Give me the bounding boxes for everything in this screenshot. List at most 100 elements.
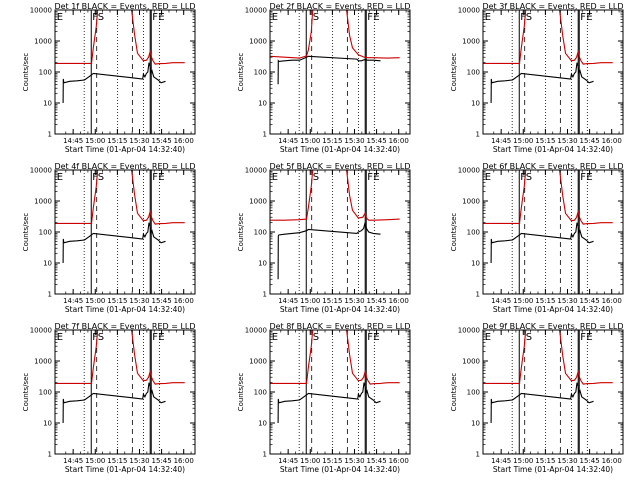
event-marker-E: E: [485, 172, 491, 183]
y-tick-label: 1: [476, 451, 480, 459]
x-tick-label: 15:15: [322, 457, 342, 465]
y-tick-label: 10000: [245, 167, 267, 175]
y-tick-label: 100: [467, 389, 480, 397]
chart-title: Det 9f BLACK = Events, RED = LLD: [482, 322, 623, 331]
x-tick-label: 14:45: [278, 137, 298, 145]
event-marker-E: E: [373, 12, 379, 23]
y-tick-label: 1: [48, 291, 52, 299]
series-events-line: [490, 222, 594, 264]
x-axis-label: Start Time (01-Apr-04 14:32:40): [65, 305, 185, 314]
y-axis-label: Counts/sec: [450, 373, 458, 412]
event-marker-S: S: [98, 12, 104, 23]
x-axis-label: Start Time (01-Apr-04 14:32:40): [65, 465, 185, 474]
y-tick-label: 10: [471, 100, 480, 108]
x-tick-label: 16:00: [174, 137, 194, 145]
x-tick-label: 15:15: [535, 137, 555, 145]
event-marker-S: S: [313, 172, 319, 183]
x-axis-label: Start Time (01-Apr-04 14:32:40): [493, 305, 613, 314]
x-tick-label: 15:00: [513, 297, 533, 305]
y-tick-label: 10: [258, 420, 267, 428]
event-marker-E: E: [373, 172, 379, 183]
y-tick-label: 1000: [462, 38, 480, 46]
x-tick-label: 15:15: [322, 297, 342, 305]
y-axis-label: Counts/sec: [450, 213, 458, 252]
chart-title: Det 7f BLACK = Events, RED = LLD: [54, 322, 195, 331]
event-marker-E: E: [158, 172, 164, 183]
series-lld-line: [483, 9, 613, 65]
y-tick-label: 100: [254, 389, 267, 397]
x-tick-label: 16:00: [389, 137, 409, 145]
x-tick-label: 16:00: [174, 457, 194, 465]
x-tick-label: 16:00: [602, 297, 622, 305]
x-tick-label: 15:00: [85, 137, 105, 145]
series-events-line: [277, 382, 381, 424]
x-tick-label: 14:45: [491, 137, 511, 145]
y-tick-label: 100: [467, 69, 480, 77]
x-axis-label: Start Time (01-Apr-04 14:32:40): [65, 145, 185, 154]
event-marker-F: F: [580, 172, 586, 183]
y-tick-label: 10000: [458, 327, 480, 335]
chart-title: Det 6f BLACK = Events, RED = LLD: [482, 162, 623, 171]
y-axis-label: Counts/sec: [22, 53, 30, 92]
event-marker-F: F: [520, 12, 526, 23]
y-tick-label: 10: [258, 260, 267, 268]
chart-panel-9: Det 9f BLACK = Events, RED = LLD 1 10 100 10…: [450, 322, 624, 474]
y-tick-label: 10: [258, 100, 267, 108]
x-tick-label: 16:00: [602, 457, 622, 465]
x-tick-label: 15:45: [579, 457, 599, 465]
series-events-line: [277, 55, 381, 85]
x-tick-label: 15:00: [85, 457, 105, 465]
chart-panel-8: Det 8f BLACK = Events, RED = LLD 1 10 100 10…: [237, 322, 411, 474]
series-events-line: [62, 382, 166, 424]
event-marker-S: S: [526, 172, 532, 183]
series-events-line: [490, 62, 594, 104]
series-events-line: [490, 382, 594, 424]
x-tick-label: 16:00: [389, 457, 409, 465]
x-tick-label: 15:45: [579, 137, 599, 145]
y-axis-label: Counts/sec: [237, 53, 245, 92]
x-tick-label: 15:00: [300, 137, 320, 145]
y-tick-label: 10: [43, 420, 52, 428]
event-marker-E: E: [57, 12, 63, 23]
y-axis-label: Counts/sec: [237, 213, 245, 252]
x-tick-label: 15:45: [151, 297, 171, 305]
x-tick-label: 15:45: [366, 297, 386, 305]
x-tick-label: 15:30: [129, 297, 149, 305]
x-axis-label: Start Time (01-Apr-04 14:32:40): [280, 145, 400, 154]
y-tick-label: 1: [263, 451, 267, 459]
chart-title: Det 4f BLACK = Events, RED = LLD: [54, 162, 195, 171]
y-tick-label: 1000: [34, 198, 52, 206]
x-tick-label: 15:45: [151, 457, 171, 465]
y-tick-label: 10: [43, 100, 52, 108]
y-tick-label: 100: [39, 229, 52, 237]
x-axis-label: Start Time (01-Apr-04 14:32:40): [493, 145, 613, 154]
x-tick-label: 14:45: [278, 297, 298, 305]
y-tick-label: 1000: [34, 358, 52, 366]
event-marker-F: F: [367, 172, 373, 183]
chart-title: Det 8f BLACK = Events, RED = LLD: [269, 322, 410, 331]
x-tick-label: 14:45: [63, 457, 83, 465]
event-marker-F: F: [580, 332, 586, 343]
x-tick-label: 15:30: [344, 137, 364, 145]
x-tick-label: 15:00: [85, 297, 105, 305]
event-marker-F: F: [520, 172, 526, 183]
y-tick-label: 10000: [245, 327, 267, 335]
y-axis-label: Counts/sec: [22, 213, 30, 252]
y-tick-label: 1: [476, 291, 480, 299]
y-tick-label: 1000: [462, 198, 480, 206]
series-lld-line: [269, 9, 400, 59]
x-tick-label: 15:15: [535, 457, 555, 465]
chart-title: Det 5f BLACK = Events, RED = LLD: [269, 162, 410, 171]
y-axis-label: Counts/sec: [450, 53, 458, 92]
series-lld-line: [55, 9, 185, 65]
event-marker-E: E: [272, 332, 278, 343]
event-marker-E: E: [272, 172, 278, 183]
event-marker-E: E: [485, 332, 491, 343]
x-tick-label: 15:45: [366, 457, 386, 465]
event-marker-E: E: [57, 332, 63, 343]
x-tick-label: 15:45: [151, 137, 171, 145]
event-marker-E: E: [485, 12, 491, 23]
x-tick-label: 15:45: [366, 137, 386, 145]
y-tick-label: 1: [263, 291, 267, 299]
